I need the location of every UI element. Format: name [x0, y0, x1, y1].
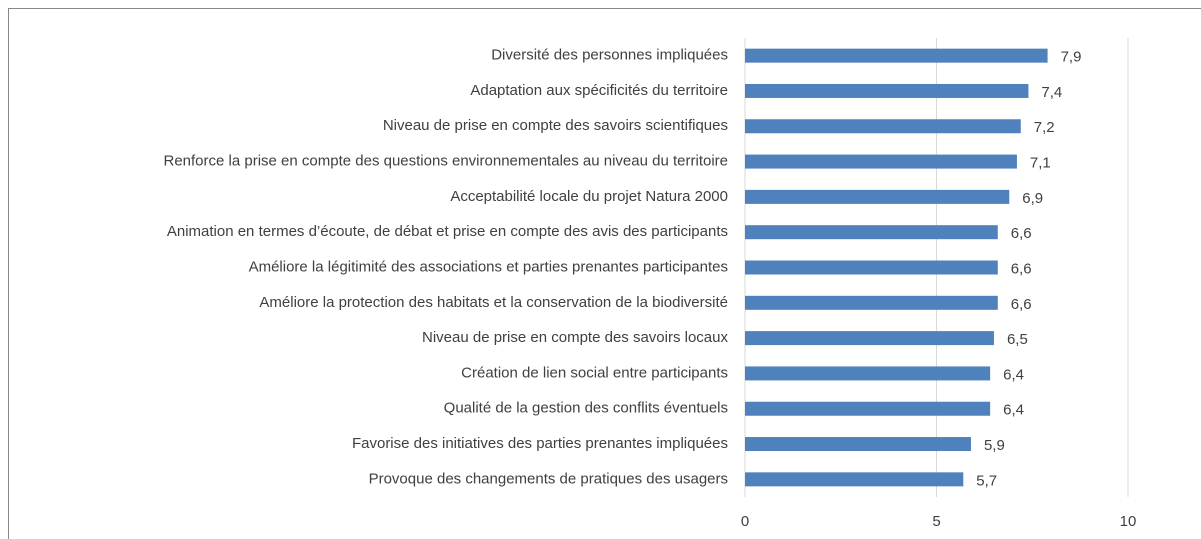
y-tick-label: Acceptabilité locale du projet Natura 20…	[450, 188, 728, 205]
bar	[745, 154, 1017, 169]
bar	[745, 295, 998, 310]
value-label: 6,6	[1011, 260, 1032, 277]
bar	[745, 437, 971, 452]
value-label: 6,4	[1003, 366, 1024, 383]
bar	[745, 260, 998, 275]
bar	[745, 331, 994, 346]
bar	[745, 366, 991, 381]
y-tick-label: Diversité des personnes impliquées	[491, 47, 728, 64]
y-tick-label: Renforce la prise en compte des question…	[164, 153, 729, 170]
y-tick-label: Création de lien social entre participan…	[461, 364, 728, 381]
value-label: 5,7	[976, 472, 997, 489]
y-tick-label: Favorise des initiatives des parties pre…	[352, 435, 728, 452]
bar	[745, 119, 1021, 134]
value-label: 6,6	[1011, 225, 1032, 242]
y-tick-label: Provoque des changements de pratiques de…	[369, 470, 728, 487]
bar	[745, 472, 964, 487]
y-tick-label: Niveau de prise en compte des savoirs lo…	[422, 329, 728, 346]
x-tick-label: 5	[932, 513, 940, 530]
x-tick-label: 0	[741, 513, 749, 530]
value-label: 7,2	[1034, 119, 1055, 136]
x-tick-label: 10	[1120, 513, 1137, 530]
value-label: 7,9	[1061, 49, 1082, 66]
bar	[745, 48, 1048, 63]
y-tick-label: Niveau de prise en compte des savoirs sc…	[383, 117, 728, 134]
value-label: 5,9	[984, 437, 1005, 454]
bar	[745, 401, 991, 416]
value-label: 7,1	[1030, 155, 1051, 172]
value-label: 6,6	[1011, 296, 1032, 313]
bar	[745, 189, 1010, 204]
y-tick-label: Adaptation aux spécificités du territoir…	[470, 82, 728, 99]
value-label: 7,4	[1041, 84, 1062, 101]
value-label: 6,4	[1003, 402, 1024, 419]
value-label: 6,5	[1007, 331, 1028, 348]
bar	[745, 225, 998, 240]
value-label: 6,9	[1022, 190, 1043, 207]
y-tick-label: Animation en termes d’écoute, de débat e…	[167, 223, 728, 240]
y-tick-label: Améliore la protection des habitats et l…	[259, 294, 728, 311]
bar	[745, 83, 1029, 98]
y-tick-label: Qualité de la gestion des conflits évent…	[444, 400, 728, 417]
y-tick-label: Améliore la légitimité des associations …	[249, 258, 728, 275]
